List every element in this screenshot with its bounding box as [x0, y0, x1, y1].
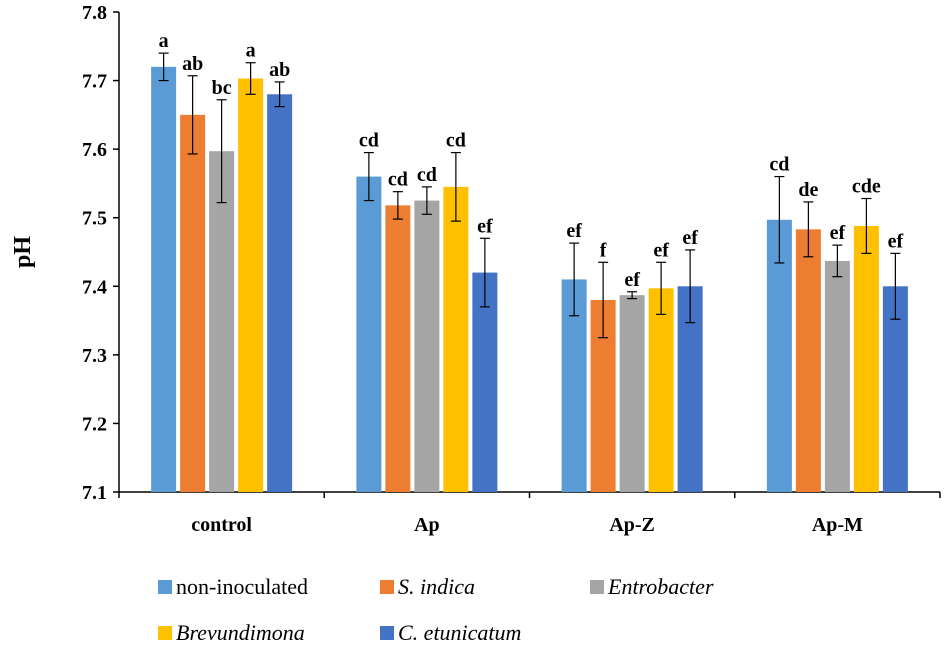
legend-item-brevundimona: Brevundimona	[158, 616, 305, 650]
legend-item-c-etunicatum: C. etunicatum	[380, 616, 521, 650]
legend-item-entrobacter: Entrobacter	[590, 570, 714, 604]
significance-label: ef	[477, 215, 493, 237]
significance-label: f	[600, 239, 607, 261]
significance-label: ef	[682, 227, 698, 249]
bar-Ap-Z-2	[619, 295, 645, 492]
x-category-label: Ap-M	[812, 514, 863, 536]
bar-control-2	[209, 151, 235, 492]
bar-Ap-M-0	[766, 219, 792, 492]
bar-Ap-0	[356, 176, 382, 493]
y-tick-label: 7.2	[82, 413, 107, 435]
bar-Ap-M-1	[795, 229, 821, 492]
significance-label: ef	[566, 220, 582, 242]
significance-label: bc	[212, 77, 232, 99]
x-category-label: Ap	[414, 514, 440, 536]
legend-swatch-c-etunicatum	[380, 626, 394, 640]
x-category-label: control	[191, 514, 252, 536]
bar-Ap-M-2	[824, 260, 850, 492]
y-tick-label: 7.8	[82, 2, 107, 24]
legend-swatch-brevundimona	[158, 626, 172, 640]
bar-control-1	[180, 114, 206, 492]
significance-label: ab	[269, 59, 290, 81]
legend-item-s-indica: S. indica	[380, 570, 475, 604]
significance-label: de	[798, 179, 818, 201]
significance-label: cde	[852, 176, 881, 198]
significance-label: cd	[417, 164, 437, 186]
legend-label-brevundimona: Brevundimona	[176, 620, 305, 645]
legend: non-inoculated S. indica Entrobacter Bre…	[158, 562, 858, 645]
legend-label-entrobacter: Entrobacter	[608, 574, 714, 599]
significance-label: ab	[182, 53, 203, 75]
legend-label-c-etunicatum: C. etunicatum	[398, 620, 522, 645]
significance-label: ef	[624, 269, 640, 291]
bar-control-3	[238, 78, 264, 492]
bar-control-0	[151, 66, 177, 492]
legend-swatch-entrobacter	[590, 580, 604, 594]
y-axis-title: pH	[10, 236, 36, 268]
significance-label: ef	[830, 222, 846, 244]
legend-item-non-inoculated: non-inoculated	[158, 570, 308, 604]
y-tick-label: 7.7	[82, 71, 107, 93]
bar-Ap-M-3	[853, 225, 879, 492]
bar-control-4	[267, 94, 293, 493]
significance-label: a	[159, 30, 169, 52]
y-tick-label: 7.1	[82, 482, 107, 504]
y-tick-label: 7.5	[82, 208, 107, 230]
bar-Ap-M-4	[882, 286, 908, 492]
significance-label: ef	[888, 230, 904, 252]
y-tick-label: 7.4	[82, 276, 107, 298]
bar-Ap-Z-3	[648, 288, 674, 492]
bar-Ap-3	[443, 186, 469, 492]
significance-label: ef	[653, 239, 669, 261]
bar-Ap-2	[414, 200, 440, 493]
bar-Ap-4	[472, 272, 498, 492]
legend-label-s-indica: S. indica	[398, 574, 475, 599]
significance-label: cd	[769, 154, 789, 176]
legend-swatch-s-indica	[380, 580, 394, 594]
y-tick-label: 7.6	[82, 139, 107, 161]
legend-swatch-non-inoculated	[158, 580, 172, 594]
significance-label: a	[246, 40, 256, 62]
significance-label: cd	[446, 130, 466, 152]
significance-label: cd	[388, 169, 408, 191]
chart-canvas: 7.17.27.37.47.57.67.77.8pHaabbcaabcontro…	[10, 2, 941, 536]
y-tick-label: 7.3	[82, 345, 107, 367]
legend-label-non-inoculated: non-inoculated	[176, 574, 308, 599]
significance-label: cd	[359, 130, 379, 152]
x-category-label: Ap-Z	[609, 514, 655, 536]
bar-Ap-1	[385, 205, 411, 492]
